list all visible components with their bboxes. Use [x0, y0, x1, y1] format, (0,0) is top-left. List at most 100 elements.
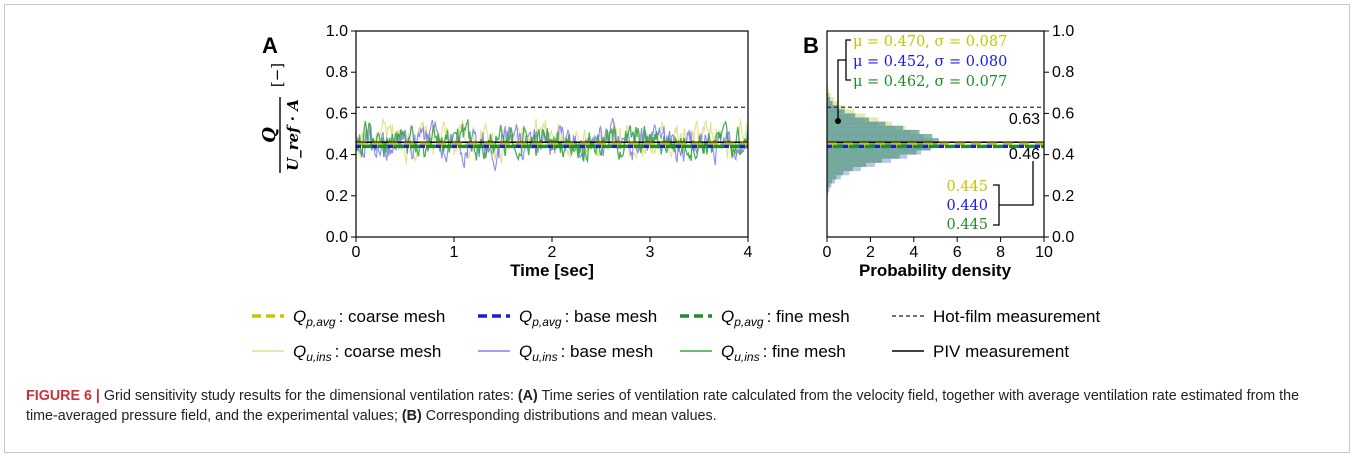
legend-item-uins-fine: Qu,ins : fine mesh [680, 342, 846, 364]
y-tick-label: 0.2 [326, 188, 348, 205]
stat-bracket-dot [835, 118, 841, 124]
stat-base: μ = 0.452, σ = 0.080 [853, 54, 1007, 70]
legend-symbol: Q [721, 342, 734, 361]
panel-a-plot-data [356, 106, 748, 171]
panel-b-xlabel: Probability density [859, 261, 1012, 280]
svg-text:Qu,ins: fine mesh: Qu,ins : fine mesh [721, 342, 846, 364]
panel-b-plot-data [827, 84, 1044, 196]
y-tick-label: 1.0 [326, 23, 348, 40]
svg-text:Qp,avg: base mesh: Qp,avg: base mesh [519, 307, 657, 329]
legend-text: : coarse mesh [335, 342, 442, 361]
y-tick-label: 0.2 [1052, 188, 1074, 205]
avg-label-coarse: 0.445 [946, 179, 988, 195]
panel-b-axes: 0.0 0.2 0.4 0.6 0.8 1.0 0 2 4 6 8 10 [823, 23, 1075, 261]
hist-bar-fine [827, 134, 933, 139]
panel-a-xlabel: Time [sec] [510, 261, 594, 280]
legend-symbol: Q [519, 307, 532, 326]
hist-bar-coarse [827, 96, 835, 102]
legend-item-uins-coarse: Qu,ins : coarse mesh [252, 342, 441, 364]
hist-bar-fine [827, 101, 833, 106]
hist-bar-fine [827, 162, 867, 167]
x-tick-label: 2 [548, 244, 557, 261]
panel-b-annotations: μ = 0.470, σ = 0.087 μ = 0.452, σ = 0.08… [835, 34, 1040, 233]
legend-symbol: Q [721, 307, 734, 326]
caption-intro: Grid sensitivity study results for the d… [99, 388, 518, 404]
stat-coarse: μ = 0.470, σ = 0.087 [853, 34, 1007, 50]
legend-text: : fine mesh [763, 342, 846, 361]
ylabel-unit: [−] [268, 63, 286, 87]
caption-b-label: (B) [401, 408, 422, 424]
panel-a-axes: 0.0 0.2 0.4 0.6 0.8 1.0 0 1 2 3 4 [326, 23, 753, 261]
hist-bar-coarse [827, 101, 839, 106]
hist-bar-fine [827, 175, 837, 180]
hist-bar-fine [827, 96, 830, 102]
x-tick-label: 3 [646, 244, 655, 261]
x-tick-label: 6 [953, 244, 962, 261]
figure-frame [4, 4, 1350, 453]
y-tick-label: 1.0 [1052, 23, 1074, 40]
hist-bar-coarse [827, 88, 830, 93]
hist-bar-fine [827, 117, 870, 122]
caption-a-label: (A) [517, 388, 538, 404]
legend-sub: p,avg [531, 315, 562, 329]
ref-label-hotfilm: 0.63 [1009, 111, 1040, 128]
legend-sub: u,ins [532, 350, 557, 364]
ylabel-denominator: U_ref · A [284, 99, 302, 171]
legend-item-pavg-fine: Qp,avg: fine mesh [680, 307, 850, 329]
hist-bar-fine [827, 158, 883, 163]
hist-bar-fine [827, 150, 917, 155]
stat-bracket [837, 39, 851, 120]
panel-a-label: A [262, 33, 278, 58]
figure-caption: FIGURE 6 | Grid sensitivity study result… [26, 386, 1326, 426]
y-tick-label: 0.0 [1052, 229, 1074, 246]
legend-text: : fine mesh [767, 307, 850, 326]
hist-bar-fine [827, 138, 939, 143]
caption-label: FIGURE 6 | [26, 388, 100, 404]
y-tick-label: 0.8 [326, 64, 348, 81]
y-tick-label: 0.6 [1052, 105, 1074, 122]
legend-text: : base mesh [565, 307, 658, 326]
hist-bar-fine [827, 154, 900, 159]
svg-text:Qp,avg: fine mesh: Qp,avg: fine mesh [721, 307, 850, 329]
legend-item-pavg-coarse: Qp,avg: coarse mesh [252, 307, 445, 329]
hist-bar-fine [827, 125, 904, 130]
x-tick-label: 10 [1035, 244, 1053, 261]
y-tick-label: 0.6 [326, 105, 348, 122]
svg-text:Qu,ins: coarse mesh: Qu,ins : coarse mesh [293, 342, 441, 364]
legend-sub: p,avg [305, 315, 336, 329]
x-tick-label: 0 [352, 244, 361, 261]
figure-canvas: A Q U_ref · A [−] 0.0 0.2 0.4 0.6 0.8 1.0 0 1 2 3… [252, 23, 1100, 364]
legend-text: Hot-film measurement [933, 307, 1100, 326]
legend-item-pavg-base: Qp,avg: base mesh [478, 307, 657, 329]
hist-bar-fine [827, 187, 829, 192]
legend-sub: u,ins [306, 350, 331, 364]
ref-label-piv: 0.46 [1009, 146, 1040, 163]
stat-fine: μ = 0.462, σ = 0.077 [853, 74, 1007, 90]
y-tick-label: 0.8 [1052, 64, 1074, 81]
hist-bar-fine [827, 105, 838, 110]
panel-b-label: B [803, 33, 819, 58]
hist-bar-fine [827, 179, 833, 184]
y-tick-label: 0.0 [326, 229, 348, 246]
hist-bar-fine [827, 121, 886, 126]
legend-text: PIV measurement [933, 342, 1069, 361]
legend-symbol: Q [293, 342, 306, 361]
legend-item-hotfilm: Hot-film measurement [892, 307, 1100, 326]
panel-a-ylabel: Q U_ref · A [−] [259, 63, 302, 173]
hist-bar-coarse [827, 92, 832, 97]
avg-label-base: 0.440 [946, 198, 988, 214]
legend-text: : base mesh [561, 342, 654, 361]
hist-bar-fine [827, 129, 920, 134]
x-tick-label: 1 [450, 244, 459, 261]
hist-bar-fine [827, 183, 830, 188]
legend: Qp,avg: coarse mesh Qp,avg: base mesh Qp… [252, 307, 1100, 364]
legend-text: : coarse mesh [339, 307, 446, 326]
legend-sub: p,avg [733, 315, 764, 329]
panel-b-frame [826, 30, 1045, 238]
hist-bar-fine [827, 171, 844, 176]
legend-item-piv: PIV measurement [892, 342, 1069, 361]
legend-sub: u,ins [734, 350, 759, 364]
x-tick-label: 4 [744, 244, 753, 261]
legend-item-uins-base: Qu,ins: base mesh [478, 342, 653, 364]
hist-bar-fine [827, 166, 853, 172]
